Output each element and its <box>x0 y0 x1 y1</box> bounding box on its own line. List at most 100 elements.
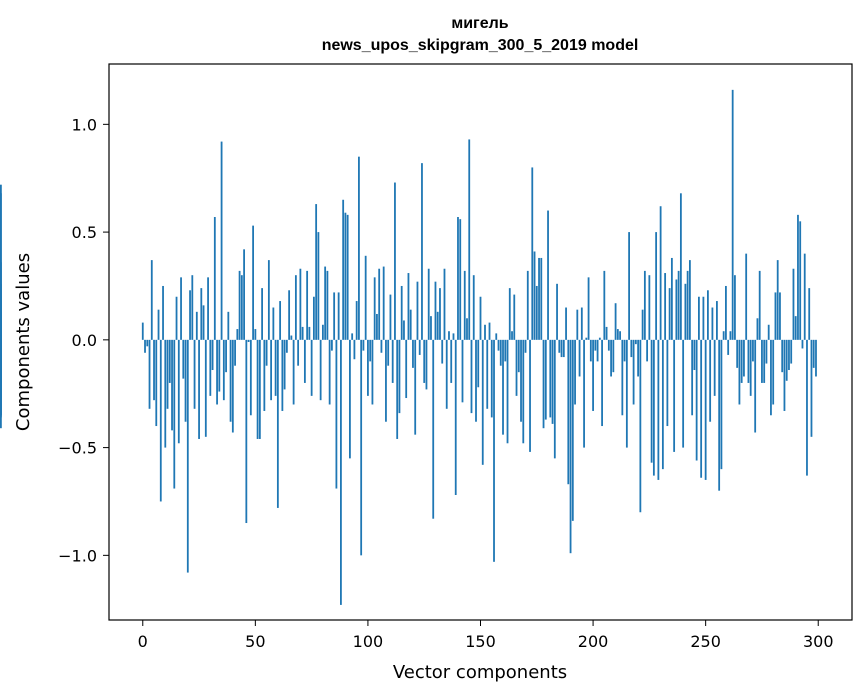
bar-49 <box>252 225 254 340</box>
bar-31 <box>211 339 214 371</box>
bar-275 <box>761 339 763 383</box>
bar-75 <box>310 339 313 396</box>
bars-group <box>0 89 817 605</box>
bar-254 <box>713 339 716 396</box>
bar-64 <box>285 339 288 353</box>
bar-62 <box>281 339 284 411</box>
bar-187 <box>562 339 565 358</box>
bar-48 <box>249 339 252 416</box>
bar-177 <box>540 257 543 340</box>
bar-3 <box>148 339 151 409</box>
bar-232 <box>664 273 667 340</box>
bar-265 <box>738 339 741 405</box>
bar-122 <box>416 281 419 340</box>
bar-190 <box>569 339 572 554</box>
bar-208 <box>610 339 612 377</box>
bar-90 <box>344 212 347 340</box>
bar-59 <box>274 339 277 396</box>
bar-280 <box>772 339 775 405</box>
bar-181 <box>549 339 552 418</box>
bar-114 <box>398 339 401 414</box>
x-tick-label: 150 <box>465 632 496 651</box>
bar-78 <box>317 232 320 340</box>
bar-279 <box>770 339 772 416</box>
bar-263 <box>734 275 736 340</box>
y-tick-label: −1.0 <box>58 546 97 565</box>
bar-undefined <box>0 339 2 399</box>
bar-260 <box>727 339 730 355</box>
bar-21 <box>189 290 191 340</box>
bar-179 <box>544 339 547 420</box>
bar-195 <box>580 307 583 340</box>
bar-282 <box>776 260 779 340</box>
bar-175 <box>535 285 538 340</box>
bar-173 <box>531 167 534 340</box>
bar-13 <box>171 339 173 431</box>
bar-158 <box>497 339 500 351</box>
bar-14 <box>173 339 176 489</box>
bar-45 <box>243 249 245 340</box>
bar-85 <box>333 292 336 340</box>
chart-subtitle: news_upos_skipgram_300_5_2019 model <box>322 37 639 54</box>
bar-148 <box>475 339 477 422</box>
bar-123 <box>418 339 421 355</box>
y-tick-label: −0.5 <box>58 439 97 458</box>
bar-153 <box>486 339 489 409</box>
x-axis-label: Vector components <box>393 662 567 683</box>
bar-197 <box>585 337 588 340</box>
x-tick-label: 100 <box>353 632 384 651</box>
bar-294 <box>803 253 806 340</box>
bar-138 <box>452 333 455 340</box>
bar-83 <box>328 339 331 405</box>
bar-68 <box>294 275 297 340</box>
bar-92 <box>349 339 351 459</box>
bar-238 <box>677 270 680 340</box>
bar-174 <box>533 251 536 340</box>
y-axis-label: Components values <box>13 253 34 431</box>
bar-257 <box>720 339 723 470</box>
bar-219 <box>634 339 637 345</box>
bar-224 <box>646 339 649 362</box>
bar-164 <box>511 331 513 340</box>
bar-223 <box>643 270 646 340</box>
bar-241 <box>684 283 687 340</box>
bar-192 <box>574 339 576 405</box>
bar-145 <box>468 139 471 340</box>
bar-137 <box>450 339 453 383</box>
bar-63 <box>283 339 286 390</box>
bar-299 <box>815 339 817 377</box>
bar-38 <box>227 311 230 340</box>
bar-293 <box>801 339 804 349</box>
bar-134 <box>443 268 446 340</box>
bar-0 <box>141 322 144 340</box>
bar-231 <box>661 339 664 470</box>
bar-166 <box>515 339 518 396</box>
bar-undefined <box>0 335 2 340</box>
bar-240 <box>682 339 685 448</box>
bar-111 <box>391 339 394 383</box>
bar-74 <box>308 326 311 340</box>
x-tick-label: 0 <box>138 632 148 651</box>
bar-88 <box>340 339 342 605</box>
bar-72 <box>303 339 306 383</box>
bar-35 <box>220 141 223 340</box>
bar-297 <box>810 339 813 437</box>
bar-12 <box>168 339 171 383</box>
bar-94 <box>353 339 356 360</box>
bar-268 <box>745 253 748 340</box>
bar-292 <box>799 221 802 340</box>
bar-285 <box>783 339 786 411</box>
bar-248 <box>700 339 703 478</box>
bar-80 <box>321 324 324 340</box>
bar-222 <box>641 309 644 340</box>
bar-89 <box>342 199 345 340</box>
bar-281 <box>774 292 777 340</box>
bar-253 <box>711 307 714 340</box>
bar-44 <box>240 275 243 340</box>
bar-154 <box>488 322 491 340</box>
bar-235 <box>670 257 673 340</box>
bar-237 <box>675 279 678 340</box>
bar-199 <box>589 339 592 362</box>
bar-73 <box>306 270 309 340</box>
bar-23 <box>193 339 196 409</box>
